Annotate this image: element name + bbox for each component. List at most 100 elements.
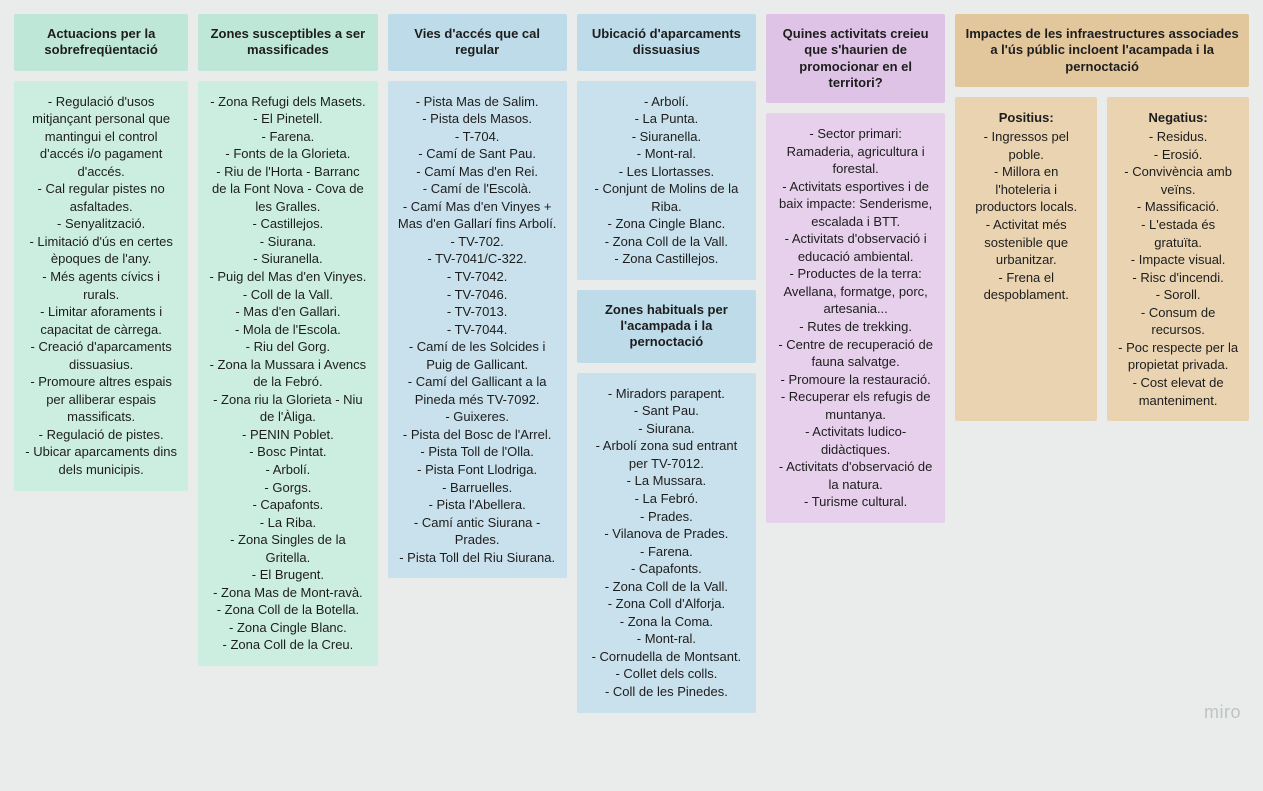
list-item: Zona Coll de la Vall.: [587, 233, 746, 251]
list-item: El Pinetell.: [208, 110, 367, 128]
list-item: Zona Coll de la Creu.: [208, 636, 367, 654]
list-item: Mont-ral.: [587, 145, 746, 163]
list-item: Poc respecte per la propietat privada.: [1117, 339, 1239, 374]
list-item: Promoure altres espais per alliberar esp…: [24, 373, 178, 426]
negatius-title: Negatius:: [1117, 109, 1239, 127]
list-item: Consum de recursos.: [1117, 304, 1239, 339]
list-item: Camí de les Solcides i Puig de Gallicant…: [398, 338, 557, 373]
list-item: Activitats esportives i de baix impacte:…: [776, 178, 935, 231]
list-item: Risc d'incendi.: [1117, 269, 1239, 287]
list-item: Limitació d'ús en certes èpoques de l'an…: [24, 233, 178, 268]
list-item: Senyalització.: [24, 215, 178, 233]
header-activitats: Quines activitats creieu que s'haurien d…: [766, 14, 945, 103]
list-item: Vilanova de Prades.: [587, 525, 746, 543]
list-item: Regulació de pistes.: [24, 426, 178, 444]
column-aparcaments-acampada: Ubicació d'aparcaments dissuasius Arbolí…: [577, 14, 756, 713]
body-actuacions: Regulació d'usos mitjançant personal que…: [14, 81, 188, 491]
list-item: Convivència amb veïns.: [1117, 163, 1239, 198]
list-item: Siuranella.: [208, 250, 367, 268]
body-vies-acces: Pista Mas de Salim.Pista dels Masos.T-70…: [388, 81, 567, 579]
impactes-negatius: Negatius: Residus.Erosió.Convivència amb…: [1107, 97, 1249, 421]
column-impactes: Impactes de les infraestructures associa…: [955, 14, 1249, 421]
list-item: Siuranella.: [587, 128, 746, 146]
positius-title: Positius:: [965, 109, 1087, 127]
list-item: Erosió.: [1117, 146, 1239, 164]
list-item: Sant Pau.: [587, 402, 746, 420]
list-item: Capafonts.: [208, 496, 367, 514]
list-item: Ubicar aparcaments dins dels municipis.: [24, 443, 178, 478]
column-activitats: Quines activitats creieu que s'haurien d…: [766, 14, 945, 523]
list-item: TV-7013.: [398, 303, 557, 321]
list-item: Arbolí.: [587, 93, 746, 111]
list-item: Residus.: [1117, 128, 1239, 146]
list-item: Mas d'en Gallari.: [208, 303, 367, 321]
list-item: Capafonts.: [587, 560, 746, 578]
list-item: Camí antic Siurana - Prades.: [398, 514, 557, 549]
body-aparcaments: Arbolí.La Punta.Siuranella.Mont-ral.Les …: [577, 81, 756, 280]
list-item: Siurana.: [587, 420, 746, 438]
miro-watermark: miro: [1204, 702, 1241, 723]
list-item: Centre de recuperació de fauna salvatge.: [776, 336, 935, 371]
list-item: Pista Toll del Riu Siurana.: [398, 549, 557, 567]
list-item: Impacte visual.: [1117, 251, 1239, 269]
list-item: Creació d'aparcaments dissuasius.: [24, 338, 178, 373]
list-item: Cost elevat de manteniment.: [1117, 374, 1239, 409]
impactes-positius: Positius: Ingressos pel poble.Millora en…: [955, 97, 1097, 421]
list-item: PENIN Poblet.: [208, 426, 367, 444]
list-item: Més agents cívics i rurals.: [24, 268, 178, 303]
list-item: Regulació d'usos mitjançant personal que…: [24, 93, 178, 181]
list-item: La Mussara.: [587, 472, 746, 490]
list-item: Les Llortasses.: [587, 163, 746, 181]
list-item: Pista del Bosc de l'Arrel.: [398, 426, 557, 444]
list-item: Farena.: [587, 543, 746, 561]
list-item: Riu de l'Horta - Barranc de la Font Nova…: [208, 163, 367, 216]
list-item: Siurana.: [208, 233, 367, 251]
list-item: Zona Castillejos.: [587, 250, 746, 268]
list-item: Arbolí.: [208, 461, 367, 479]
list-item: La Febró.: [587, 490, 746, 508]
header-impactes: Impactes de les infraestructures associa…: [955, 14, 1249, 87]
list-item: Coll de la Vall.: [208, 286, 367, 304]
list-item: Farena.: [208, 128, 367, 146]
list-item: La Riba.: [208, 514, 367, 532]
list-item: TV-7042.: [398, 268, 557, 286]
body-acampada: Miradors parapent.Sant Pau.Siurana.Arbol…: [577, 373, 756, 713]
list-item: Guixeres.: [398, 408, 557, 426]
list-item: TV-7044.: [398, 321, 557, 339]
list-item: Zona la Coma.: [587, 613, 746, 631]
list-item: El Brugent.: [208, 566, 367, 584]
column-actuacions: Actuacions per la sobrefreqüentació Regu…: [14, 14, 188, 491]
list-item: Zona Cingle Blanc.: [587, 215, 746, 233]
list-item: Activitats ludico-didàctiques.: [776, 423, 935, 458]
list-item: Gorgs.: [208, 479, 367, 497]
body-activitats: Sector primari: Ramaderia, agricultura i…: [766, 113, 945, 523]
list-item: Zona la Mussara i Avencs de la Febró.: [208, 356, 367, 391]
list-item: Zona Refugi dels Masets.: [208, 93, 367, 111]
list-item: Castillejos.: [208, 215, 367, 233]
list-item: Zona Coll de la Botella.: [208, 601, 367, 619]
list-item: Zona Coll de la Vall.: [587, 578, 746, 596]
list-item: TV-702.: [398, 233, 557, 251]
list-item: Massificació.: [1117, 198, 1239, 216]
header-actuacions: Actuacions per la sobrefreqüentació: [14, 14, 188, 71]
list-item: Mola de l'Escola.: [208, 321, 367, 339]
list-item: Frena el despoblament.: [965, 269, 1087, 304]
list-item: Pista Font Llodriga.: [398, 461, 557, 479]
list-item: Camí de l'Escolà.: [398, 180, 557, 198]
list-item: Zona Mas de Mont-ravà.: [208, 584, 367, 602]
list-item: Camí Mas d'en Rei.: [398, 163, 557, 181]
column-vies-acces: Vies d'accés que cal regular Pista Mas d…: [388, 14, 567, 578]
list-item: Pista Toll de l'Olla.: [398, 443, 557, 461]
list-item: Riu del Gorg.: [208, 338, 367, 356]
body-zones-massificades: Zona Refugi dels Masets.El Pinetell.Fare…: [198, 81, 377, 667]
list-item: Pista l'Abellera.: [398, 496, 557, 514]
list-item: Barruelles.: [398, 479, 557, 497]
list-item: Activitat més sostenible que urbanitzar.: [965, 216, 1087, 269]
list-item: Conjunt de Molins de la Riba.: [587, 180, 746, 215]
list-item: La Punta.: [587, 110, 746, 128]
list-item: Cal regular pistes no asfaltades.: [24, 180, 178, 215]
list-item: Ingressos pel poble.: [965, 128, 1087, 163]
list-item: Zona riu la Glorieta - Niu de l'Àliga.: [208, 391, 367, 426]
column-zones-massificades: Zones susceptibles a ser massificades Zo…: [198, 14, 377, 666]
list-item: Activitats d'observació de la natura.: [776, 458, 935, 493]
